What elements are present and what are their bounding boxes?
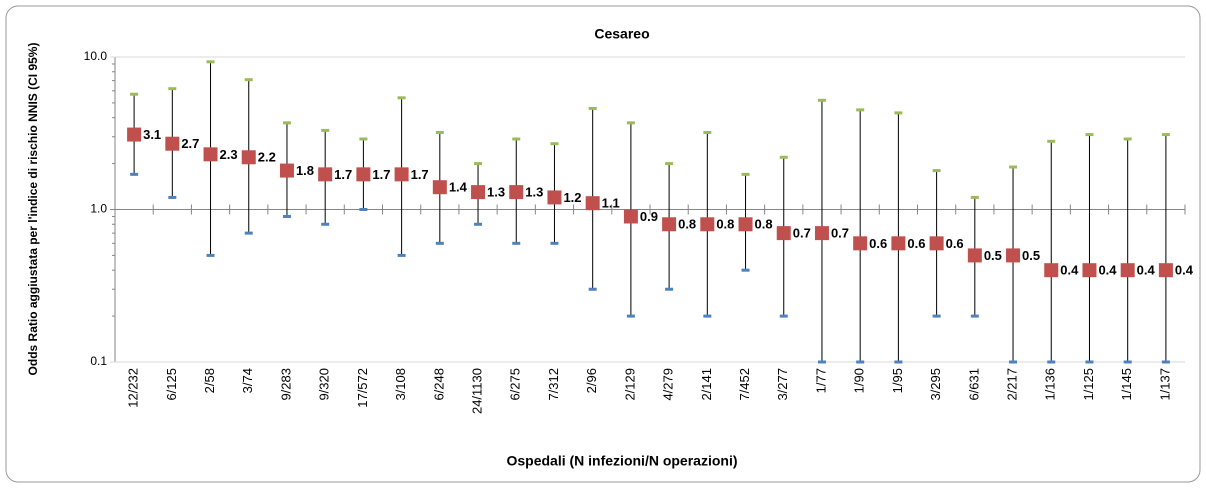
x-tick-label: 3/277	[775, 368, 790, 401]
marker	[1044, 263, 1059, 278]
data-label: 0.4	[1060, 263, 1079, 278]
data-label: 0.5	[984, 248, 1002, 263]
chart-title: Cesareo	[594, 26, 649, 42]
x-tick-label: 1/95	[890, 368, 905, 393]
marker	[127, 127, 142, 142]
x-tick-label: 1/90	[852, 368, 867, 393]
data-label: 1.7	[334, 167, 352, 182]
data-label: 0.7	[793, 226, 811, 241]
y-axis-title: Odds Ratio aggiustata per l'indice di ri…	[26, 43, 40, 376]
marker	[432, 180, 447, 195]
x-tick-label: 3/74	[240, 368, 255, 393]
data-label: 0.8	[716, 217, 734, 232]
x-tick-label: 6/275	[508, 368, 523, 401]
data-label: 0.5	[1022, 248, 1040, 263]
marker	[241, 150, 256, 165]
x-tick-label: 3/108	[393, 368, 408, 401]
x-tick-label: 1/136	[1043, 368, 1058, 401]
marker	[929, 236, 944, 251]
marker	[394, 167, 409, 182]
x-tick-label: 12/232	[126, 368, 141, 408]
data-label: 1.7	[372, 167, 390, 182]
x-tick-label: 9/320	[317, 368, 332, 401]
marker	[853, 236, 868, 251]
marker	[279, 163, 294, 178]
data-label: 0.9	[640, 209, 658, 224]
x-tick-label: 24/1130	[469, 368, 484, 414]
x-tick-label: 7/452	[737, 368, 752, 401]
data-label: 1.7	[411, 167, 429, 182]
y-tick-label: 10.0	[84, 49, 108, 63]
x-tick-label: 6/631	[966, 368, 981, 401]
data-label: 2.7	[181, 136, 199, 151]
data-label: 0.6	[907, 236, 925, 251]
data-label: 2.2	[258, 150, 276, 165]
marker	[814, 226, 829, 241]
data-label: 0.6	[946, 236, 964, 251]
data-label: 2.3	[220, 147, 238, 162]
marker	[700, 217, 715, 232]
x-tick-label: 2/96	[584, 368, 599, 393]
marker	[203, 147, 218, 162]
x-tick-label: 1/77	[813, 368, 828, 393]
x-tick-label: 2/141	[699, 368, 714, 401]
marker	[471, 185, 486, 200]
chart-frame	[5, 5, 1201, 483]
data-label: 1.4	[449, 180, 468, 195]
x-tick-label: 6/248	[431, 368, 446, 401]
marker	[1006, 248, 1021, 263]
x-tick-label: 1/137	[1157, 368, 1172, 401]
marker	[165, 136, 180, 151]
data-label: 0.4	[1175, 263, 1194, 278]
data-label: 1.3	[487, 185, 505, 200]
marker	[318, 167, 333, 182]
x-tick-label: 1/125	[1081, 368, 1096, 401]
data-label: 0.4	[1137, 263, 1156, 278]
x-tick-label: 3/295	[928, 368, 943, 401]
data-label: 3.1	[143, 127, 161, 142]
marker	[356, 167, 371, 182]
marker	[967, 248, 982, 263]
marker	[1082, 263, 1097, 278]
marker	[662, 217, 677, 232]
data-label: 0.6	[869, 236, 887, 251]
marker	[547, 190, 562, 205]
marker	[891, 236, 906, 251]
y-tick-label: 0.1	[90, 354, 107, 368]
marker	[738, 217, 753, 232]
x-tick-label: 2/129	[622, 368, 637, 401]
data-label: 1.3	[525, 185, 543, 200]
x-tick-label: 2/58	[202, 368, 217, 393]
y-tick-label: 1.0	[90, 202, 107, 216]
marker	[1158, 263, 1173, 278]
x-tick-label: 7/312	[546, 368, 561, 401]
data-label: 0.7	[831, 226, 849, 241]
x-tick-label: 9/283	[278, 368, 293, 401]
data-label: 0.8	[678, 217, 696, 232]
marker	[776, 226, 791, 241]
marker	[623, 209, 638, 224]
marker	[509, 185, 524, 200]
marker	[585, 196, 600, 211]
x-tick-label: 4/279	[661, 368, 676, 401]
data-label: 1.1	[602, 196, 620, 211]
data-label: 1.8	[296, 163, 314, 178]
x-tick-label: 1/145	[1119, 368, 1134, 401]
x-tick-label: 2/217	[1004, 368, 1019, 401]
x-tick-label: 17/572	[355, 368, 370, 408]
data-label: 1.2	[563, 190, 581, 205]
x-tick-label: 6/125	[164, 368, 179, 401]
x-axis-title: Ospedali (N infezioni/N operazioni)	[506, 453, 737, 469]
data-label: 0.4	[1098, 263, 1117, 278]
marker	[1120, 263, 1135, 278]
data-label: 0.8	[755, 217, 773, 232]
